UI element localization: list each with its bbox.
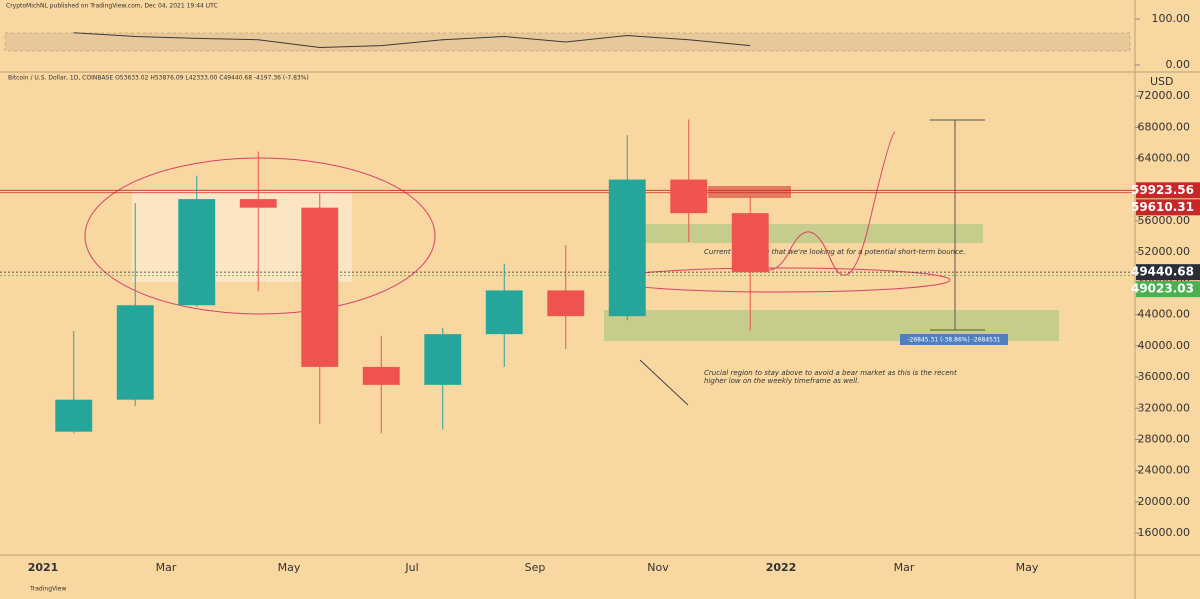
y-tick-label: 32000.00 [1138, 401, 1191, 414]
y-axis-label: USD [1150, 75, 1174, 88]
rsi-line [73, 32, 751, 49]
price-tag-label: 49440.68 [1131, 265, 1194, 279]
candle-body [178, 199, 216, 306]
drawing-circle [84, 157, 436, 315]
x-tick-label: Mar [894, 561, 915, 574]
resistance-zone [708, 186, 791, 198]
candle-body [547, 290, 585, 317]
price-tag-label: 59923.56 [1131, 183, 1194, 197]
candle-body [485, 290, 523, 335]
rsi-tick-label: 100.00 [1152, 12, 1191, 25]
candle-body [301, 207, 339, 367]
x-tick-label: 2021 [28, 561, 59, 574]
y-tick-label: 24000.00 [1138, 464, 1191, 477]
y-tick-label: 20000.00 [1138, 495, 1191, 508]
y-tick-label: 52000.00 [1138, 245, 1191, 258]
price-tag-label: 59610.31 [1131, 200, 1194, 214]
y-tick-label: 28000.00 [1138, 432, 1191, 445]
price-tag [1136, 281, 1200, 298]
candle-body [608, 179, 646, 317]
price-tag [1136, 199, 1200, 216]
y-tick-label: 64000.00 [1138, 152, 1191, 165]
support-zone [625, 224, 983, 243]
y-tick-label: 44000.00 [1138, 308, 1191, 321]
x-tick-label: Jul [404, 561, 418, 574]
y-tick-label: 16000.00 [1138, 526, 1191, 539]
candle-body [670, 179, 708, 214]
annotation: higher low on the weekly timeframe as we… [704, 377, 859, 385]
y-tick-label: 40000.00 [1138, 339, 1191, 352]
price-tag [1136, 182, 1200, 199]
y-tick-label: 56000.00 [1138, 214, 1191, 227]
candle-body [55, 399, 93, 432]
price-tag [1136, 264, 1200, 281]
candle-body [362, 366, 400, 385]
x-tick-label: Mar [156, 561, 177, 574]
rsi-tick-label: 0.00 [1166, 58, 1191, 71]
x-tick-label: Sep [525, 561, 546, 574]
y-tick-label: 36000.00 [1138, 370, 1191, 383]
footer: TradingView [29, 586, 66, 593]
x-tick-label: May [278, 561, 301, 574]
measure-label: -26845.31 (-38.86%) -2684531 [907, 337, 1000, 344]
legend-line: Bitcoin / U.S. Dollar, 1D, COINBASE O536… [8, 75, 309, 82]
y-tick-label: 68000.00 [1138, 120, 1191, 133]
x-tick-label: Nov [647, 561, 669, 574]
y-tick-label: 72000.00 [1138, 89, 1191, 102]
x-tick-label: 2022 [766, 561, 797, 574]
measure-box [900, 334, 1008, 345]
header: CryptoMichNL published on TradingView.co… [6, 3, 218, 10]
candle-body [731, 213, 769, 273]
annotation: Current timeframe that we're looking at … [704, 248, 965, 256]
price-tag-label: 49023.03 [1131, 282, 1194, 296]
arrow [639, 359, 689, 406]
x-tick-label: May [1016, 561, 1039, 574]
candle-body [424, 334, 462, 385]
candle-body [116, 305, 154, 400]
candle-body [239, 199, 277, 208]
annotation: Crucial region to stay above to avoid a … [704, 369, 957, 377]
drawing-path [744, 131, 896, 276]
